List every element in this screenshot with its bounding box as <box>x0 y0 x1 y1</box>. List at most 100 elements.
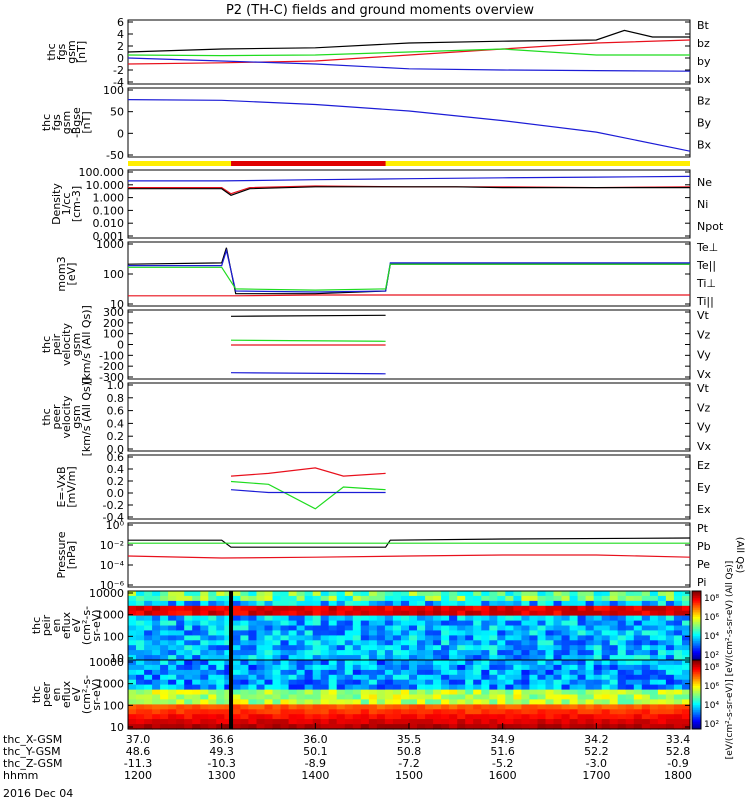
y-axis-label: thc <box>40 408 53 425</box>
y-axis-label: peir <box>40 614 53 636</box>
y-tick-label: 0.6 <box>107 451 125 464</box>
x-tick-value: 37.0 <box>126 733 151 746</box>
spectrogram-peer_eflux <box>128 660 691 730</box>
legend-item: Pi <box>697 576 706 589</box>
x-tick-value: 33.4 <box>666 733 691 746</box>
legend-item: bz <box>697 37 710 50</box>
colorbar-tick: 10⁶ <box>704 613 719 623</box>
series-density-Ni <box>128 186 690 196</box>
y-axis-label: en <box>50 619 63 633</box>
panel-pressure: 10⁰ 10⁻² 10⁻⁴ 10⁻⁶ Pressure[nPa] Pt Pb Pe Pi (All… <box>55 519 745 592</box>
y-tick-label: -200 <box>99 360 124 373</box>
legend-item: Bt <box>697 19 710 32</box>
y-tick-label: 300 <box>103 306 124 319</box>
y-axis-label: [km/s (All Qs)] <box>80 378 93 457</box>
x-tick-value: -5.2 <box>492 757 513 770</box>
series-pressure-Pt <box>128 537 691 548</box>
series-fgs_gsm-bz <box>127 39 691 65</box>
x-tick-value: 1300 <box>208 769 236 782</box>
legend-item: Ey <box>697 481 711 494</box>
colorbar-tick: 10⁴ <box>704 632 719 642</box>
plot-title: P2 (TH-C) fields and ground moments over… <box>226 3 534 18</box>
y-tick-label: 0.100 <box>93 204 125 217</box>
x-row-label: thc_Z-GSM <box>3 757 63 770</box>
series-fgs_gsm-by <box>127 48 690 57</box>
panel-frame <box>127 454 691 520</box>
y-tick-label: 100 <box>103 630 124 643</box>
y-axis-label: [mV/m] <box>65 466 78 507</box>
x-tick-value: 1400 <box>301 769 329 782</box>
y-tick-label: -2 <box>113 64 124 77</box>
y-axis-label: thc <box>30 617 43 634</box>
y-axis-label: gsm <box>60 111 73 134</box>
colorbar-1: 10⁸ 10⁶ 10⁴ 10² <box>691 590 719 661</box>
legend-item: Vz <box>697 329 711 342</box>
y-axis-label: thc <box>45 43 58 60</box>
y-axis-label: (cm²-s- <box>80 606 93 645</box>
series-efield-Ey <box>230 480 386 510</box>
y-tick-label: -4 <box>113 76 124 89</box>
colorbar-tick: 10² <box>704 651 719 661</box>
legend-item: Ex <box>697 503 711 516</box>
y-tick-label: 10000 <box>89 587 124 600</box>
panel-temperature: 1000 100 10 mom3[eV] Te⊥ Te|| Ti⊥ Ti|| <box>55 238 718 311</box>
legend-item: Ne <box>697 176 712 189</box>
y-tick-label: 10 <box>110 721 124 734</box>
y-tick-label: 100 <box>103 268 124 281</box>
y-axis-label: velocity <box>60 395 73 438</box>
x-tick-value: -7.2 <box>398 757 419 770</box>
y-tick-label: -300 <box>99 371 124 384</box>
legend-item: Te⊥ <box>696 241 718 254</box>
y-tick-label: 50 <box>110 106 124 119</box>
y-axis-label: E=-VxB <box>55 466 68 507</box>
x-tick-value: 1700 <box>582 769 610 782</box>
y-axis-label: Pressure <box>55 531 68 578</box>
x-tick-value: -0.9 <box>667 757 688 770</box>
y-axis-label: eV <box>70 687 83 702</box>
y-axis-label: [cm-3] <box>70 186 83 222</box>
y-axis-label: [nPa] <box>65 541 78 569</box>
x-tick-value: 36.0 <box>303 733 328 746</box>
y-axis-label: [nT] <box>80 111 93 133</box>
y-tick-label: 1000 <box>96 678 124 691</box>
y-axis-label: fgs <box>55 43 68 60</box>
y-tick-label: -0.4 <box>103 511 124 524</box>
legend-item: Pe <box>697 558 710 571</box>
y-axis-label: peer <box>40 682 53 708</box>
y-tick-label: -0.2 <box>103 499 124 512</box>
panel-frame <box>127 382 691 452</box>
x-row-label: hhmm <box>3 769 38 782</box>
y-axis-label: eflux <box>60 680 73 708</box>
legend-item: Bz <box>697 95 711 108</box>
y-tick-label: 0.0 <box>107 443 125 456</box>
series-temperature-Ti⊥ <box>128 248 690 293</box>
y-tick-label: 1000 <box>96 238 124 251</box>
panel-frame <box>127 169 691 239</box>
y-axis-label: [km/s (All Qs)] <box>80 305 93 384</box>
legend-item: Vx <box>697 440 712 453</box>
y-axis-label: eflux <box>60 611 73 639</box>
y-tick-label: 0 <box>117 127 124 140</box>
x-tick-value: 34.2 <box>584 733 609 746</box>
y-axis-label: sr-eV) <box>90 609 103 641</box>
y-tick-label: 0.2 <box>107 430 125 443</box>
series-efield-Ez <box>230 467 386 477</box>
y-axis-label: peir <box>50 333 63 355</box>
series-fgs_gse-Bx <box>127 99 691 152</box>
legend-item: Ti|| <box>696 295 714 308</box>
x-tick-value: 36.6 <box>209 733 234 746</box>
y-tick-label: 0.010 <box>93 217 125 230</box>
spectrogram-peir_eflux <box>128 591 691 661</box>
y-tick-label: 0 <box>117 339 124 352</box>
legend-item: Bx <box>697 139 712 152</box>
series-temperature-Te|| <box>127 247 690 295</box>
y-axis-label: sr-eV) <box>90 678 103 710</box>
legend-item: Vy <box>697 348 711 361</box>
panel-peir_eflux: 10000 1000 100 10 thcpeirenefluxeV(cm²-s-sr-… <box>30 587 691 665</box>
legend-item: Vy <box>697 421 711 434</box>
y-tick-label: 10.000 <box>86 179 125 192</box>
panel-frame <box>127 87 691 158</box>
colorbar-label: [eV/(cm²-s-sr-eV)] [eV/(cm²-s-sr-eV) (Al… <box>725 561 735 760</box>
y-tick-label: 100.000 <box>79 166 125 179</box>
